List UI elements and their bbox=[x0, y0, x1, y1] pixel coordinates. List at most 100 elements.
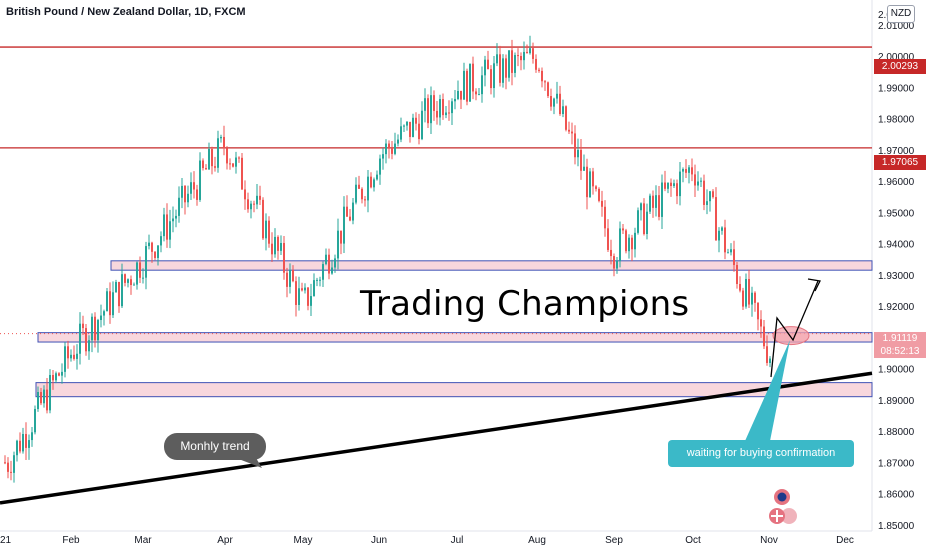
candle-body bbox=[181, 185, 183, 198]
candle-body bbox=[58, 373, 60, 376]
candle-body bbox=[175, 215, 177, 219]
candle-body bbox=[232, 163, 234, 167]
candle-body bbox=[121, 274, 123, 307]
candle-body bbox=[652, 195, 654, 208]
candle-body bbox=[100, 315, 102, 321]
candle-body bbox=[229, 163, 231, 165]
candle-body bbox=[145, 246, 147, 278]
candle-body bbox=[313, 280, 315, 297]
candle-body bbox=[202, 160, 204, 169]
candle-body bbox=[301, 288, 303, 291]
candle-body bbox=[730, 249, 732, 253]
candle-body bbox=[220, 136, 222, 139]
candle-body bbox=[142, 277, 144, 279]
candle-body bbox=[184, 185, 186, 203]
candle-body bbox=[574, 133, 576, 158]
candle-body bbox=[616, 260, 618, 269]
candle-body bbox=[61, 371, 63, 376]
candle-body bbox=[88, 340, 90, 352]
candle-body bbox=[355, 184, 357, 203]
candle-body bbox=[589, 171, 591, 198]
candle-body bbox=[286, 272, 288, 287]
candle-body bbox=[205, 168, 207, 170]
candle-body bbox=[370, 176, 372, 188]
candle-body bbox=[25, 433, 27, 448]
candle-body bbox=[547, 82, 549, 97]
candle-body bbox=[529, 48, 531, 54]
candle-body bbox=[514, 55, 516, 73]
candle-body bbox=[397, 139, 399, 144]
candle-body bbox=[262, 199, 264, 239]
bubble-tail bbox=[236, 458, 262, 468]
currency-badge[interactable]: NZD bbox=[887, 5, 915, 23]
candle-body bbox=[160, 236, 162, 246]
candle-body bbox=[406, 121, 408, 126]
candle-body bbox=[304, 287, 306, 291]
candle-body bbox=[40, 392, 42, 404]
candle-body bbox=[718, 230, 720, 241]
candle-body bbox=[415, 117, 417, 124]
candle-body bbox=[592, 171, 594, 187]
candle-body bbox=[112, 292, 114, 316]
candle-body bbox=[139, 262, 141, 278]
candle-body bbox=[484, 59, 486, 76]
candle-body bbox=[523, 51, 525, 61]
candle-body bbox=[628, 237, 630, 252]
candle-body bbox=[76, 353, 78, 359]
candle-body bbox=[556, 93, 558, 99]
candle-body bbox=[682, 169, 684, 172]
y-tick-label: 1.85000 bbox=[878, 521, 915, 532]
candle-body bbox=[565, 106, 567, 130]
candle-body bbox=[223, 136, 225, 149]
candle-body bbox=[517, 55, 519, 57]
y-tick-label: 2.00000 bbox=[878, 52, 915, 63]
candle-body bbox=[673, 183, 675, 187]
candle-body bbox=[55, 373, 57, 381]
candle-body bbox=[364, 199, 366, 201]
candle-body bbox=[34, 408, 36, 433]
candle-body bbox=[751, 292, 753, 305]
candle-body bbox=[157, 245, 159, 258]
candle-body bbox=[541, 70, 543, 82]
candle-body bbox=[328, 254, 330, 274]
candle-body bbox=[73, 354, 75, 359]
candle-body bbox=[454, 98, 456, 102]
y-tick-label: 1.86000 bbox=[878, 490, 915, 501]
candle-body bbox=[412, 117, 414, 137]
candle-body bbox=[607, 228, 609, 250]
candle-body bbox=[475, 91, 477, 95]
candle-body bbox=[265, 220, 267, 239]
candle-body bbox=[91, 316, 93, 341]
support-resistance-zone bbox=[37, 332, 873, 343]
candle-body bbox=[442, 99, 444, 116]
candle-body bbox=[208, 149, 210, 170]
support-resistance-zone bbox=[35, 382, 873, 398]
candle-body bbox=[310, 296, 312, 306]
candle-body bbox=[400, 126, 402, 140]
candle-body bbox=[334, 258, 336, 268]
candle-body bbox=[148, 242, 150, 247]
candle-body bbox=[760, 319, 762, 327]
candle-body bbox=[709, 191, 711, 202]
y-tick-label: 1.99000 bbox=[878, 83, 915, 94]
nzd-flag-inner bbox=[777, 492, 787, 502]
candle-body bbox=[22, 433, 24, 452]
candle-body bbox=[199, 160, 201, 200]
candle-body bbox=[568, 129, 570, 132]
candle-body bbox=[79, 323, 81, 354]
x-tick-label: Jul bbox=[451, 535, 464, 546]
callout-pointer bbox=[745, 340, 790, 441]
resistance-upper-label: 2.00293 bbox=[874, 59, 926, 74]
candle-body bbox=[427, 98, 429, 124]
candle-body bbox=[742, 290, 744, 307]
candle-body bbox=[283, 242, 285, 273]
candle-body bbox=[373, 179, 375, 188]
candle-body bbox=[70, 354, 72, 359]
candle-body bbox=[637, 210, 639, 233]
candle-body bbox=[127, 279, 129, 283]
candle-body bbox=[646, 211, 648, 235]
candle-body bbox=[319, 279, 321, 281]
candle-body bbox=[67, 346, 69, 359]
candle-body bbox=[253, 203, 255, 205]
